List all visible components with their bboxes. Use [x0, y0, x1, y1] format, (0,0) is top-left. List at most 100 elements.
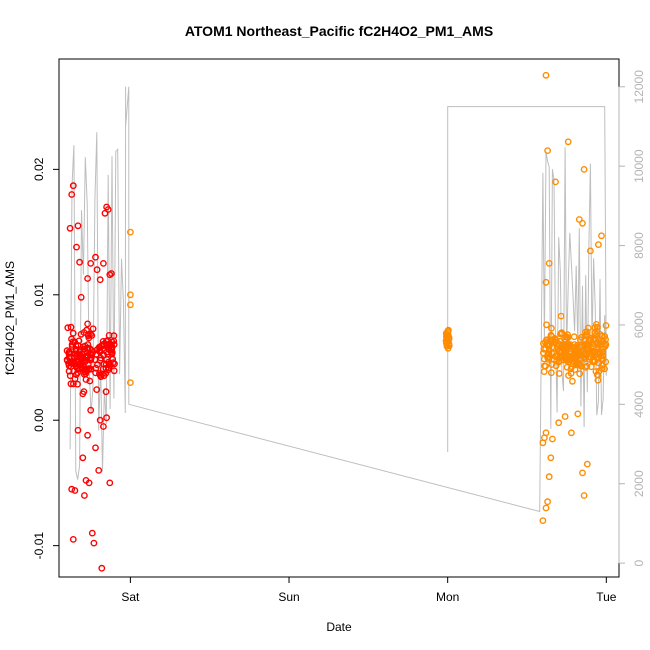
data-point — [100, 423, 107, 430]
data-point — [601, 332, 609, 340]
data-point — [108, 350, 116, 358]
data-point — [557, 312, 565, 320]
data-point — [77, 293, 85, 301]
data-point — [578, 333, 585, 341]
data-point — [595, 367, 603, 375]
data-point — [102, 388, 110, 396]
data-point — [542, 71, 550, 79]
data-point — [541, 362, 548, 370]
data-point — [544, 147, 551, 155]
data-point — [593, 327, 601, 335]
data-point — [84, 275, 92, 282]
data-point — [567, 365, 575, 373]
data-point — [74, 222, 82, 230]
data-point — [106, 340, 114, 348]
data-point — [72, 345, 80, 353]
data-point — [93, 346, 101, 354]
y2-axis: 0 2000 4000 6000 8000 10000 12000 — [618, 70, 646, 566]
data-point — [547, 369, 555, 377]
data-point — [547, 454, 555, 462]
data-point — [579, 469, 586, 477]
x-tick-label: Mon — [436, 590, 459, 604]
data-point — [87, 406, 95, 414]
data-point — [70, 357, 78, 365]
data-point — [568, 429, 575, 437]
data-point — [85, 479, 93, 487]
data-point — [552, 178, 559, 186]
data-point — [542, 278, 550, 286]
data-point — [92, 444, 99, 452]
data-point — [545, 473, 553, 481]
data-point — [93, 386, 101, 393]
data-point — [555, 370, 563, 377]
data-point — [68, 341, 76, 348]
data-point — [79, 454, 87, 462]
data-point — [88, 529, 96, 537]
data-point — [574, 410, 582, 418]
data-point — [126, 379, 134, 386]
data-point — [545, 350, 553, 358]
data-point — [71, 487, 79, 494]
data-point — [110, 367, 118, 375]
plot-frame — [58, 58, 620, 578]
y2-tick-label: 2000 — [632, 470, 646, 497]
data-point — [444, 327, 452, 335]
data-point — [551, 338, 559, 346]
data-point — [564, 138, 572, 146]
data-point — [96, 276, 104, 284]
data-point — [87, 365, 95, 373]
data-point — [587, 351, 595, 358]
data-point — [580, 492, 588, 499]
data-point — [578, 362, 585, 370]
data-point — [580, 165, 588, 173]
x-tick-label: Tue — [596, 590, 617, 604]
data-point — [544, 498, 551, 506]
data-point — [565, 372, 572, 379]
data-point — [443, 333, 450, 341]
data-point — [92, 369, 100, 377]
x-tick-label: Sat — [121, 590, 140, 604]
y-axis: -0.01 0.00 0.01 0.02 — [32, 157, 60, 559]
data-point — [81, 492, 88, 499]
data-point — [579, 219, 586, 227]
data-point — [80, 388, 88, 395]
y-tick-label: 0.02 — [32, 157, 46, 181]
data-point — [584, 324, 592, 332]
data-point — [82, 376, 90, 383]
data-point — [100, 372, 108, 380]
data-point — [602, 322, 610, 329]
data-point — [545, 259, 553, 267]
data-point — [92, 253, 99, 261]
data-point — [74, 426, 82, 434]
data-point — [72, 342, 80, 350]
data-point — [539, 517, 547, 524]
data-point — [570, 333, 578, 341]
data-point — [563, 343, 571, 351]
data-point — [84, 431, 92, 439]
data-point — [74, 380, 81, 388]
data-point — [85, 330, 92, 338]
data-point — [94, 361, 101, 369]
data-point — [77, 330, 85, 338]
data-point — [68, 485, 76, 493]
data-point — [66, 372, 74, 380]
x-tick-label: Sun — [278, 590, 299, 604]
data-point — [104, 206, 112, 213]
series-layer — [63, 71, 610, 572]
y2-tick-label: 10000 — [632, 149, 646, 183]
data-point — [563, 363, 571, 371]
data-point — [126, 301, 134, 309]
data-point — [99, 365, 107, 373]
data-point — [86, 377, 94, 385]
data-point — [76, 258, 84, 266]
data-point — [558, 329, 566, 337]
data-point — [126, 291, 134, 299]
y-tick-label: 0.00 — [32, 408, 46, 432]
chart-title: ATOM1 Northeast_Pacific fC2H4O2_PM1_AMS — [185, 23, 493, 39]
data-point — [126, 228, 134, 236]
data-point — [545, 346, 553, 354]
data-point — [567, 343, 575, 351]
data-point — [542, 429, 550, 437]
data-point — [97, 348, 104, 355]
data-point — [598, 232, 605, 240]
